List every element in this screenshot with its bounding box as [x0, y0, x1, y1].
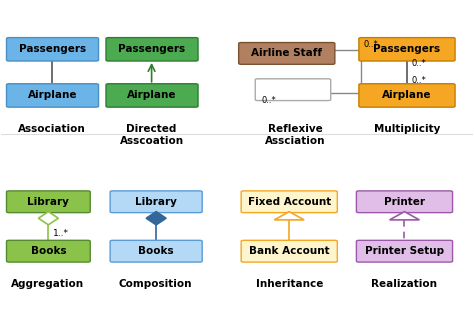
FancyBboxPatch shape — [238, 43, 335, 64]
Text: Inheritance: Inheritance — [255, 279, 323, 289]
Text: Reflexive
Assciation: Reflexive Assciation — [265, 124, 325, 146]
Text: Library: Library — [27, 197, 69, 207]
Text: Books: Books — [30, 246, 66, 256]
Text: 0..*: 0..* — [364, 40, 379, 49]
FancyBboxPatch shape — [7, 38, 99, 61]
Text: Fixed Account: Fixed Account — [247, 197, 331, 207]
FancyBboxPatch shape — [106, 84, 198, 107]
Text: 0..*: 0..* — [411, 59, 426, 68]
Text: Printer Setup: Printer Setup — [365, 246, 444, 256]
FancyBboxPatch shape — [359, 38, 455, 61]
Text: Aggregation: Aggregation — [11, 279, 84, 289]
FancyBboxPatch shape — [356, 191, 453, 213]
FancyBboxPatch shape — [110, 240, 202, 262]
FancyBboxPatch shape — [356, 240, 453, 262]
FancyBboxPatch shape — [106, 38, 198, 61]
FancyBboxPatch shape — [110, 191, 202, 213]
Polygon shape — [146, 212, 166, 225]
Text: Books: Books — [138, 246, 174, 256]
Text: Printer: Printer — [384, 197, 425, 207]
Text: Passengers: Passengers — [374, 44, 440, 54]
Text: Airplane: Airplane — [28, 90, 77, 100]
Text: Bank Account: Bank Account — [249, 246, 329, 256]
FancyBboxPatch shape — [241, 191, 337, 213]
Polygon shape — [38, 212, 58, 225]
Polygon shape — [390, 212, 419, 220]
FancyBboxPatch shape — [7, 240, 90, 262]
FancyBboxPatch shape — [7, 84, 99, 107]
Polygon shape — [274, 212, 304, 220]
Text: 1..*: 1..* — [53, 229, 69, 238]
Text: Composition: Composition — [119, 279, 192, 289]
Text: Library: Library — [135, 197, 177, 207]
Text: Airplane: Airplane — [127, 90, 177, 100]
Text: Passengers: Passengers — [19, 44, 86, 54]
Text: Airplane: Airplane — [382, 90, 432, 100]
Text: Directed
Asscoation: Directed Asscoation — [119, 124, 183, 146]
Text: 0..*: 0..* — [411, 76, 426, 85]
Text: 0..*: 0..* — [261, 96, 276, 105]
FancyBboxPatch shape — [359, 84, 455, 107]
FancyBboxPatch shape — [241, 240, 337, 262]
Text: Association: Association — [18, 124, 86, 134]
Text: Passengers: Passengers — [118, 44, 186, 54]
FancyBboxPatch shape — [255, 79, 331, 101]
FancyBboxPatch shape — [7, 191, 90, 213]
Text: Airline Staff: Airline Staff — [251, 48, 322, 59]
Text: Multiplicity: Multiplicity — [374, 124, 440, 134]
Text: Realization: Realization — [372, 279, 438, 289]
